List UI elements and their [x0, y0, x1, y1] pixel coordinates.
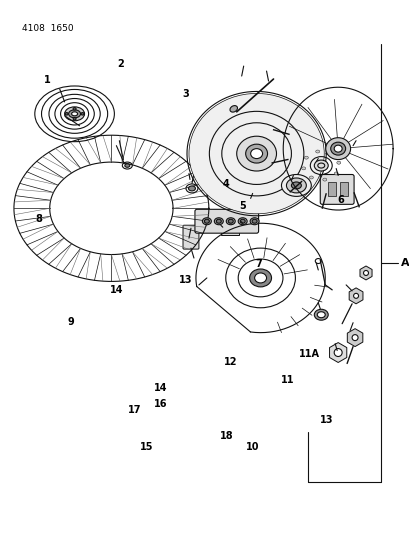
Bar: [257, 109, 269, 126]
Ellipse shape: [72, 112, 77, 116]
Ellipse shape: [216, 219, 221, 223]
Ellipse shape: [314, 309, 328, 320]
Ellipse shape: [301, 167, 305, 170]
Ellipse shape: [330, 142, 345, 155]
Ellipse shape: [214, 218, 223, 225]
Text: 6: 6: [336, 195, 343, 205]
Ellipse shape: [351, 335, 357, 341]
Ellipse shape: [228, 219, 233, 223]
Ellipse shape: [229, 106, 237, 112]
Text: 5: 5: [239, 200, 245, 211]
Text: 7: 7: [255, 259, 262, 269]
Bar: [328, 182, 335, 196]
Ellipse shape: [315, 150, 319, 153]
Polygon shape: [329, 343, 346, 362]
Ellipse shape: [254, 273, 266, 283]
Ellipse shape: [204, 219, 209, 223]
Ellipse shape: [226, 218, 235, 225]
Ellipse shape: [202, 218, 211, 225]
Text: 1: 1: [43, 75, 50, 85]
Text: 13: 13: [178, 274, 192, 285]
Ellipse shape: [353, 293, 358, 298]
Ellipse shape: [317, 312, 324, 318]
Ellipse shape: [309, 176, 312, 179]
Text: 10: 10: [245, 442, 259, 452]
Ellipse shape: [238, 218, 247, 225]
Ellipse shape: [336, 161, 340, 164]
Ellipse shape: [65, 112, 68, 115]
Ellipse shape: [73, 118, 76, 120]
Ellipse shape: [124, 164, 130, 167]
Text: 12: 12: [223, 357, 236, 367]
Bar: [220, 227, 238, 235]
FancyBboxPatch shape: [194, 209, 258, 233]
Text: 14: 14: [154, 383, 167, 393]
Text: 18: 18: [219, 431, 233, 441]
Polygon shape: [348, 288, 362, 304]
Ellipse shape: [286, 178, 306, 193]
FancyBboxPatch shape: [182, 225, 198, 249]
Ellipse shape: [333, 172, 337, 175]
Bar: [287, 135, 305, 150]
Ellipse shape: [236, 136, 276, 171]
Polygon shape: [359, 266, 371, 280]
Ellipse shape: [314, 160, 328, 171]
Ellipse shape: [73, 108, 76, 110]
Ellipse shape: [303, 156, 308, 159]
Ellipse shape: [363, 270, 368, 276]
Text: 13: 13: [319, 415, 332, 425]
Ellipse shape: [68, 110, 80, 118]
Ellipse shape: [328, 152, 333, 155]
Text: 14: 14: [109, 285, 123, 295]
Text: 11: 11: [280, 375, 294, 385]
Ellipse shape: [240, 219, 245, 223]
Ellipse shape: [322, 178, 326, 181]
Text: 2: 2: [117, 59, 124, 69]
Text: 3: 3: [182, 89, 189, 99]
Ellipse shape: [325, 138, 350, 159]
FancyBboxPatch shape: [319, 174, 353, 204]
Text: 17: 17: [128, 405, 141, 415]
Text: 11A: 11A: [299, 349, 320, 359]
Ellipse shape: [333, 145, 342, 152]
Text: A: A: [400, 258, 409, 268]
Ellipse shape: [65, 107, 84, 121]
Ellipse shape: [81, 112, 84, 115]
Ellipse shape: [189, 93, 324, 214]
Ellipse shape: [245, 144, 267, 163]
Ellipse shape: [188, 186, 195, 191]
Text: 8: 8: [35, 214, 42, 224]
Bar: [251, 182, 261, 198]
Text: 4108  1650: 4108 1650: [22, 25, 73, 34]
Ellipse shape: [250, 149, 262, 159]
Ellipse shape: [281, 174, 310, 196]
Ellipse shape: [249, 218, 258, 225]
Text: 16: 16: [154, 399, 167, 409]
Text: 9: 9: [68, 317, 74, 327]
Text: 15: 15: [140, 442, 153, 452]
Text: 4: 4: [222, 179, 229, 189]
Bar: [213, 123, 232, 141]
Ellipse shape: [249, 269, 271, 287]
Ellipse shape: [252, 219, 256, 223]
Bar: [209, 162, 228, 178]
Bar: [339, 182, 347, 196]
Ellipse shape: [291, 182, 301, 189]
Polygon shape: [346, 329, 362, 346]
Ellipse shape: [333, 349, 342, 357]
